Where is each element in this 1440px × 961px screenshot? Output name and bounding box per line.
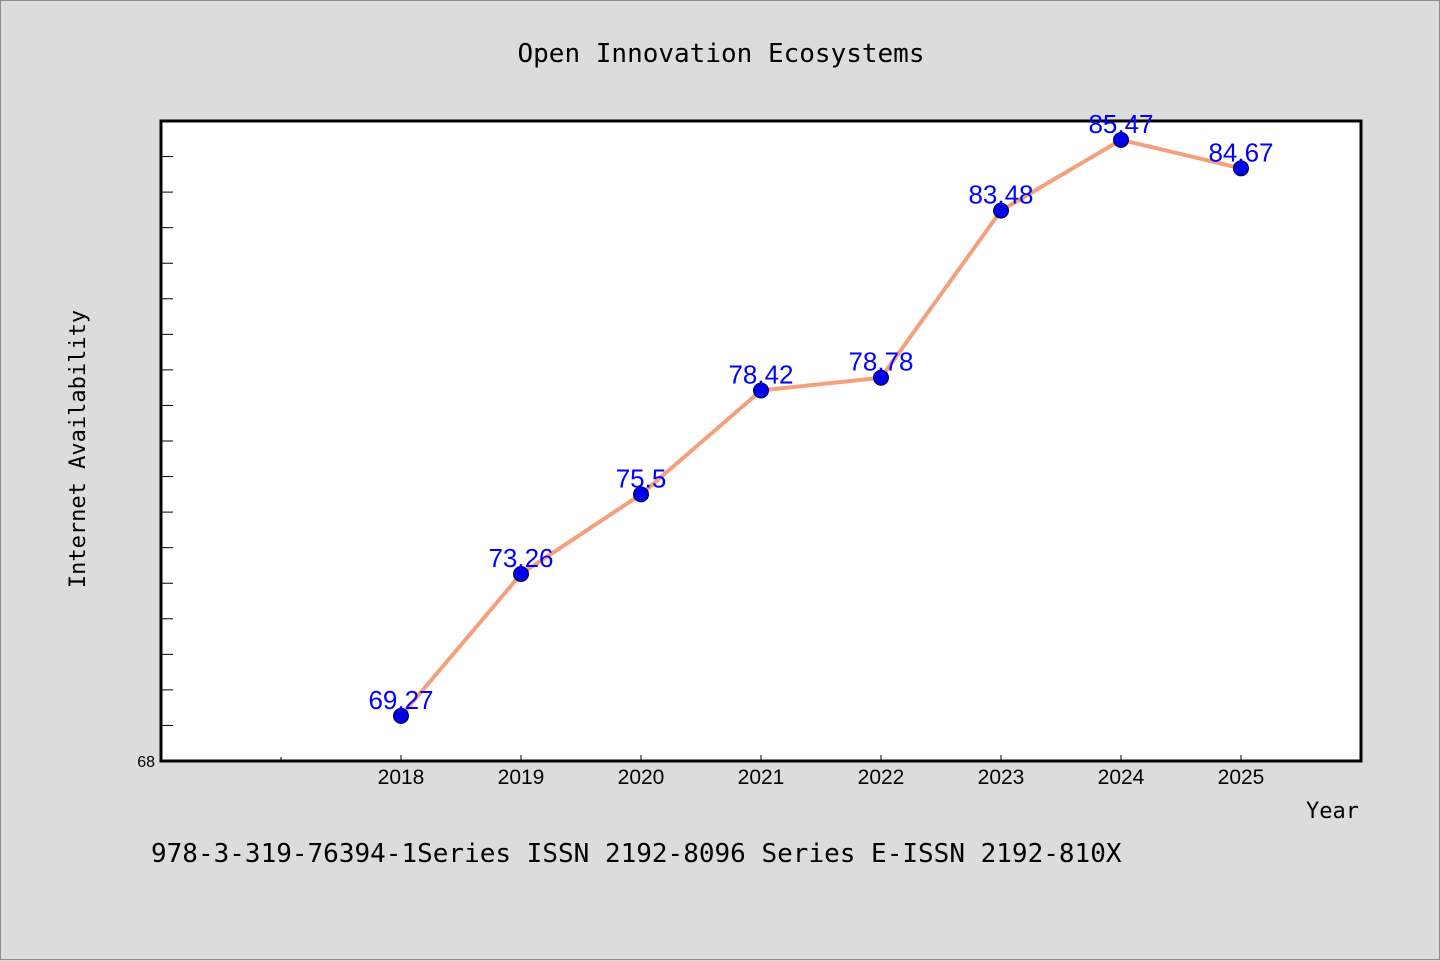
y-tick-label: 68 bbox=[137, 754, 155, 771]
data-point bbox=[993, 202, 1009, 219]
data-point bbox=[633, 486, 649, 503]
data-label: 73.26 bbox=[488, 543, 553, 573]
data-point bbox=[753, 382, 769, 399]
x-axis-label: Year bbox=[1306, 799, 1359, 824]
data-label: 78.42 bbox=[728, 360, 793, 390]
data-label: 78.78 bbox=[848, 347, 913, 377]
x-tick-label: 2021 bbox=[738, 766, 785, 789]
data-label: 69.27 bbox=[368, 685, 433, 715]
data-label: 84.67 bbox=[1208, 137, 1273, 167]
data-label: 83.48 bbox=[968, 180, 1033, 210]
footer-isbn-issn: 978-3-319-76394-1Series ISSN 2192-8096 S… bbox=[151, 839, 1122, 869]
data-label: 85.47 bbox=[1088, 109, 1153, 139]
x-axis-ticks: 2018 2019 2020 2021 2022 2023 2024 2025 bbox=[280, 755, 1265, 789]
chart-title: Open Innovation Ecosystems bbox=[518, 39, 925, 69]
series-line bbox=[399, 137, 1243, 718]
x-tick-label: 2022 bbox=[858, 766, 905, 789]
x-tick-label: 2020 bbox=[618, 766, 665, 789]
y-axis-ticks: 68 bbox=[137, 156, 173, 771]
x-tick-label: 2023 bbox=[978, 766, 1025, 789]
data-point bbox=[393, 707, 409, 724]
data-label: 75.5 bbox=[616, 463, 667, 493]
series-layer: 69.27 73.26 75.5 78.42 78.78 83.48 85.47 84.67 bbox=[368, 109, 1274, 724]
x-tick-label: 2019 bbox=[498, 766, 545, 789]
y-axis-label: Internet Availability bbox=[66, 310, 91, 588]
x-tick-label: 2018 bbox=[378, 766, 425, 789]
x-tick-label: 2025 bbox=[1218, 766, 1265, 789]
data-point bbox=[513, 565, 529, 582]
data-point bbox=[873, 369, 889, 386]
x-tick-label: 2024 bbox=[1098, 766, 1145, 789]
data-point bbox=[1233, 160, 1249, 177]
plot-area bbox=[159, 119, 1363, 763]
data-point bbox=[1113, 131, 1129, 148]
